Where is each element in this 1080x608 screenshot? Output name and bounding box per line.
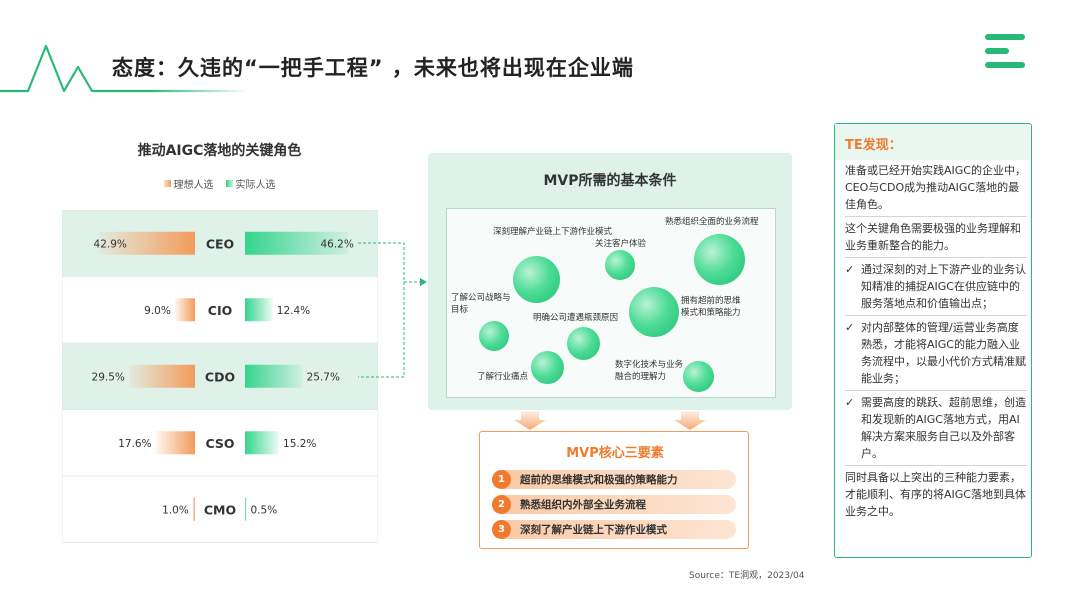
role-bar-chart: CEO 42.9% 46.2% CIO 9.0% 12.4% CDO 29.5% 25.7% CS… — [62, 210, 378, 543]
te-findings-box: TE发现： 准备或已经开始实践AIGC的企业中，CEO与CDO成为推动AIGC落… — [834, 123, 1032, 558]
data-label-actual-cso: 15.2% — [283, 438, 316, 450]
te-check-item: ✓ 通过深刻的对上下游产业的业务认知精准的捕捉AIGC在供应链中的服务落地点和价… — [845, 261, 1027, 312]
core-item-text: 深刻了解产业链上下游作业模式 — [520, 524, 667, 536]
bar-actual-cso — [245, 431, 280, 455]
data-label-ideal-cio: 9.0% — [144, 305, 171, 317]
header-pulse-line — [0, 44, 250, 93]
core-item-text: 熟悉组织内外部全业务流程 — [520, 499, 646, 511]
te-findings-header: TE发现： — [835, 124, 1030, 160]
te-findings-title: TE发现： — [845, 138, 902, 153]
data-label-ideal-cdo: 29.5% — [92, 371, 125, 383]
legend-item-ideal: 理想人选 — [163, 176, 214, 191]
bubble-label-bottleneck: 明确公司遭遇瓶颈原因 — [533, 313, 619, 323]
data-label-actual-cdo: 25.7% — [307, 371, 340, 383]
bubble-customer-experience — [605, 250, 635, 280]
bar-actual-ceo — [245, 231, 349, 255]
bubble-label-advanced-thinking: 拥有超前的思维模式和策略能力 — [681, 296, 741, 318]
legend-label-ideal: 理想人选 — [173, 180, 214, 191]
te-check-text: 通过深刻的对上下游产业的业务认知精准的捕捉AIGC在供应链中的服务落地点和价值输… — [861, 263, 1026, 310]
bar-actual-cio — [245, 298, 273, 322]
source-note: Source：TE洞观，2023/04 — [689, 571, 805, 581]
te-check-text: 对内部整体的管理/运营业务高度熟悉，才能将AIGC的能力融入业务流程中，以最小代… — [861, 321, 1026, 385]
mvp-core-panel: MVP核心三要素 1 超前的思维模式和极强的策略能力 2 熟悉组织内外部全业务流… — [479, 431, 749, 549]
core-item-text: 超前的思维模式和极强的策略能力 — [520, 474, 678, 486]
te-paragraph-3: 同时具备以上突出的三种能力要素，才能顺利、有序的将AIGC落地到具体业务之中。 — [845, 471, 1026, 518]
te-check-item: ✓ 对内部整体的管理/运营业务高度熟悉，才能将AIGC的能力融入业务流程中，以最… — [845, 319, 1027, 387]
core-item-number: 3 — [492, 520, 511, 539]
bar-ideal-cdo — [128, 364, 195, 388]
core-item-1: 1 超前的思维模式和极强的策略能力 — [492, 470, 736, 489]
chart-row-cmo — [62, 475, 378, 543]
bubble-industry-chain — [513, 256, 560, 303]
check-icon: ✓ — [845, 263, 855, 276]
chart-row-cio — [62, 276, 378, 344]
bubble-bottleneck — [567, 327, 600, 360]
logo-icon — [985, 34, 1025, 68]
bar-ideal-cmo — [192, 497, 195, 521]
data-label-ideal-cmo: 1.0% — [162, 504, 189, 516]
te-findings-body: 准备或已经开始实践AIGC的企业中，CEO与CDO成为推动AIGC落地的最佳角色… — [845, 162, 1027, 523]
legend-swatch-actual — [225, 180, 233, 187]
chart-row-cdo — [62, 342, 378, 410]
divider — [845, 315, 1027, 316]
bubble-strategy-goal — [479, 321, 509, 351]
bubble-industry-pain — [531, 351, 564, 384]
legend-label-actual: 实际人选 — [235, 180, 276, 191]
divider — [845, 390, 1027, 391]
divider — [845, 257, 1027, 258]
bubble-digital-tech — [683, 361, 714, 392]
category-label-cmo: CMO — [204, 502, 236, 517]
te-check-item: ✓ 需要高度的跳跃、超前思维，创造和发现新的AIGC落地方式，用AI解决方案来服… — [845, 394, 1027, 462]
category-label-ceo: CEO — [206, 236, 234, 251]
core-item-number: 2 — [492, 495, 511, 514]
core-item-3: 3 深刻了解产业链上下游作业模式 — [492, 520, 736, 539]
core-item-2: 2 熟悉组织内外部全业务流程 — [492, 495, 736, 514]
data-label-actual-cmo: 0.5% — [251, 504, 278, 516]
bubble-label-digital-tech: 数字化技术与业务融合的理解力 — [615, 360, 684, 382]
legend-swatch-ideal — [163, 180, 171, 187]
te-paragraph-2: 这个关键角色需要极强的业务理解和业务重新整合的能力。 — [845, 222, 1021, 252]
divider — [845, 465, 1027, 466]
check-icon: ✓ — [845, 321, 855, 334]
chart-row-cso — [62, 409, 378, 477]
mvp-conditions-panel: MVP所需的基本条件 深刻理解产业链上下游作业模式 关注客户体验 熟悉组织全面的… — [428, 153, 792, 410]
page-title: 态度：久违的“一把手工程” ，未来也将出现在企业端 — [112, 56, 634, 80]
category-label-cdo: CDO — [205, 369, 235, 384]
bubble-label-business-process: 熟悉组织全面的业务流程 — [665, 217, 759, 227]
bar-ideal-ceo — [98, 231, 195, 255]
te-check-text: 需要高度的跳跃、超前思维，创造和发现新的AIGC落地方式，用AI解决方案来服务自… — [861, 396, 1026, 460]
divider — [845, 216, 1027, 217]
bubble-advanced-thinking — [629, 287, 679, 337]
category-label-cio: CIO — [208, 303, 232, 318]
bar-actual-cdo — [245, 364, 303, 388]
bubble-label-strategy-goal: 了解公司战略与目标 — [451, 293, 511, 315]
te-paragraph-1: 准备或已经开始实践AIGC的企业中，CEO与CDO成为推动AIGC落地的最佳角色… — [845, 164, 1026, 211]
data-label-ideal-ceo: 42.9% — [94, 238, 127, 250]
mvp-core-title: MVP核心三要素 — [566, 446, 664, 461]
bubble-label-customer-experience: 关注客户体验 — [595, 239, 647, 249]
mvp-bubble-area: 深刻理解产业链上下游作业模式 关注客户体验 熟悉组织全面的业务流程 了解公司战略… — [446, 208, 776, 398]
bar-ideal-cio — [174, 298, 195, 322]
bubble-business-process — [694, 234, 745, 285]
check-icon: ✓ — [845, 396, 855, 409]
category-label-cso: CSO — [205, 436, 234, 451]
data-label-actual-cio: 12.4% — [277, 305, 310, 317]
bar-actual-cmo — [245, 497, 247, 521]
core-item-number: 1 — [492, 470, 511, 489]
data-label-ideal-cso: 17.6% — [118, 438, 151, 450]
bubble-label-industry-chain: 深刻理解产业链上下游作业模式 — [493, 227, 613, 237]
legend-item-actual: 实际人选 — [225, 176, 276, 191]
chart-title: 推动AIGC落地的关键角色 — [137, 143, 302, 159]
bubble-label-industry-pain: 了解行业痛点 — [477, 372, 529, 382]
bar-ideal-cso — [155, 431, 195, 455]
mvp-conditions-title: MVP所需的基本条件 — [543, 173, 677, 189]
chart-legend: 理想人选 实际人选 — [62, 176, 377, 191]
data-label-actual-ceo: 46.2% — [320, 238, 353, 250]
